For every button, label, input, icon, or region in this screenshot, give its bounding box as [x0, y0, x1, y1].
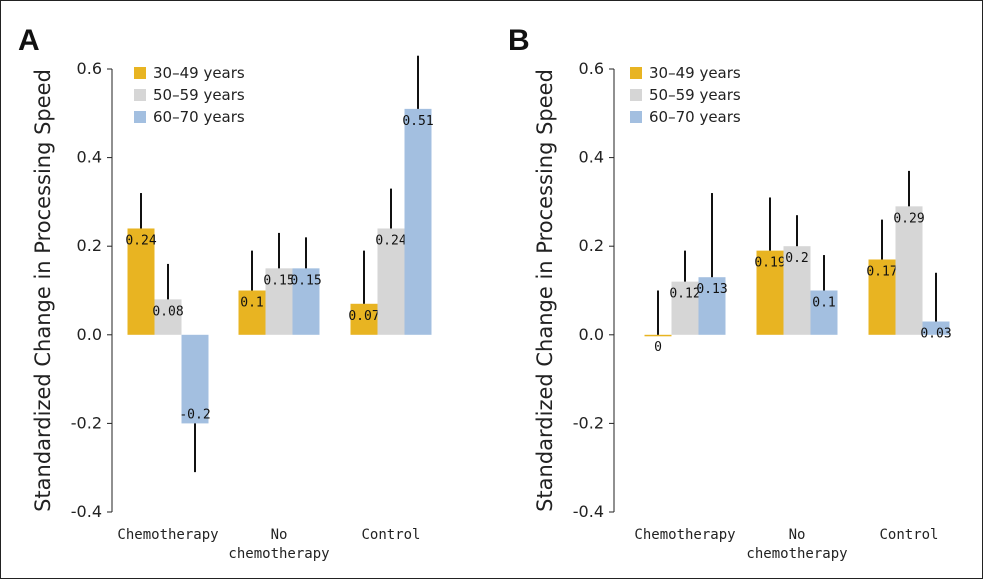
x-category-label: Chemotherapy [634, 527, 735, 543]
panel-letter: B [508, 24, 530, 57]
bar [756, 250, 784, 335]
legend-swatch [630, 111, 642, 123]
y-axis-label: Standardized Change in Processing Speed [31, 69, 55, 512]
legend-label: 30–49 years [649, 64, 741, 82]
bar [265, 268, 293, 335]
data-label: 0.13 [696, 282, 727, 297]
data-label: 0.15 [263, 273, 294, 288]
legend-label: 50–59 years [153, 86, 245, 104]
bar [644, 334, 672, 337]
y-tick-label: -0.2 [573, 413, 604, 432]
y-tick-label: -0.4 [71, 502, 102, 521]
chart-panel-a: A -0.4 -0.2 0.0 0.2 0.4 0.6 Standardized Change… [18, 24, 434, 562]
bar [292, 268, 320, 335]
bar [350, 303, 378, 335]
data-label: -0.2 [179, 407, 210, 422]
bar [783, 246, 811, 335]
y-tick-label: 0.0 [579, 325, 604, 344]
bar [154, 299, 182, 335]
data-label: 0.1 [240, 296, 263, 311]
x-category-label: No chemotherapy [228, 527, 329, 562]
panel-letter: A [18, 24, 40, 57]
data-label: 0.24 [125, 233, 156, 248]
legend-label: 50–59 years [649, 86, 741, 104]
y-axis-label: Standardized Change in Processing Speed [533, 69, 557, 512]
bar [238, 290, 266, 335]
x-category-label: Chemotherapy [117, 527, 218, 543]
legend-label: 30–49 years [153, 64, 245, 82]
data-label: 0.12 [669, 287, 700, 302]
bar [810, 290, 838, 335]
legend-swatch [630, 67, 642, 79]
data-label: 0.19 [754, 256, 785, 271]
legend-swatch [134, 89, 146, 101]
x-category-label: No chemotherapy [746, 527, 847, 562]
data-label: 0.29 [893, 211, 924, 226]
data-label: 0.2 [785, 251, 808, 266]
data-label: 0.15 [290, 273, 321, 288]
data-label: 0.17 [866, 264, 897, 279]
y-tick-label: 0.0 [77, 325, 102, 344]
y-tick-label: -0.4 [573, 502, 604, 521]
bar [377, 228, 405, 335]
legend-label: 60–70 years [649, 108, 741, 126]
data-label: 0.07 [348, 309, 379, 324]
bar [404, 108, 432, 335]
data-label: 0.51 [402, 114, 433, 129]
x-category-label: Control [361, 527, 420, 543]
bar [922, 321, 950, 335]
bar [181, 334, 209, 424]
chart-panel-b: B -0.4 -0.2 0.0 0.2 0.4 0.6 Standardized Change… [508, 24, 952, 562]
y-tick-label: 0.6 [77, 59, 102, 78]
y-tick-label: 0.4 [579, 148, 604, 167]
data-label: 0.24 [375, 233, 406, 248]
data-label: 0.08 [152, 304, 183, 319]
data-label: 0.1 [812, 296, 835, 311]
y-tick-label: 0.4 [77, 148, 102, 167]
y-tick-label: 0.6 [579, 59, 604, 78]
bar [127, 228, 155, 335]
bar [895, 206, 923, 335]
legend-swatch [630, 89, 642, 101]
legend-label: 60–70 years [153, 108, 245, 126]
bar [868, 259, 896, 335]
y-tick-label: -0.2 [71, 413, 102, 432]
legend-swatch [134, 111, 146, 123]
bar [698, 277, 726, 335]
legend-swatch [134, 67, 146, 79]
data-label: 0 [654, 340, 662, 355]
x-category-label: Control [879, 527, 938, 543]
bar [671, 281, 699, 335]
data-label: 0.03 [920, 327, 951, 342]
y-tick-label: 0.2 [579, 236, 604, 255]
y-tick-label: 0.2 [77, 236, 102, 255]
